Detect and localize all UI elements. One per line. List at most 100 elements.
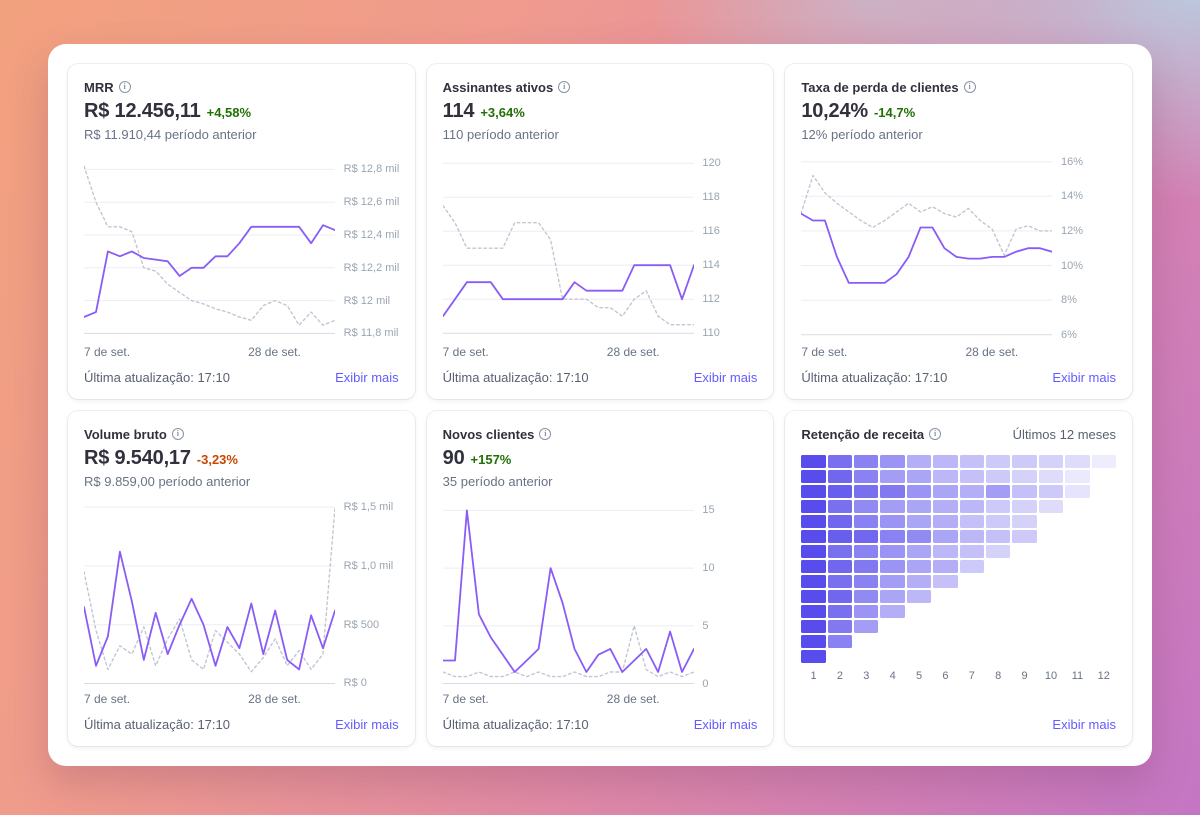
metric-delta: +157% xyxy=(470,452,512,467)
heatmap-cell xyxy=(959,560,985,573)
info-icon[interactable] xyxy=(171,428,184,440)
heatmap-cell xyxy=(801,485,826,498)
card-footer: Última atualização: 17:10 Exibir mais xyxy=(84,361,399,385)
card-title: Taxa de perda de clientes xyxy=(801,79,959,95)
heatmap-cell xyxy=(1038,470,1064,483)
metric-value: 10,24% xyxy=(801,100,868,122)
heatmap-cell xyxy=(933,455,958,468)
y-tick-label: 5 xyxy=(702,619,709,632)
series-previous-period xyxy=(84,165,335,326)
heatmap-cell xyxy=(1091,455,1116,468)
info-icon[interactable] xyxy=(118,81,131,93)
heatmap-cell xyxy=(801,515,826,528)
card-footer: Última atualização: 17:10 Exibir mais xyxy=(443,708,758,732)
x-axis-labels: 7 de set. 28 de set. xyxy=(84,692,335,708)
value-row: 90 +157% xyxy=(443,447,758,471)
heatmap-cell xyxy=(854,575,879,588)
heatmap-cell xyxy=(1012,500,1037,513)
y-tick-label: 114 xyxy=(702,259,720,272)
heatmap-cell xyxy=(827,545,853,558)
info-icon[interactable] xyxy=(929,428,942,440)
x-axis-labels: 7 de set. 28 de set. xyxy=(443,345,694,361)
y-axis: 120 118 116 114 112 110 xyxy=(693,153,757,340)
chart-svg xyxy=(84,506,335,684)
heatmap-cell xyxy=(801,620,826,633)
series-current-period xyxy=(801,212,1053,284)
y-tick-label: 6% xyxy=(1060,328,1077,341)
metric-card-new-customers: Novos clientes 90 +157% 35 período anter… xyxy=(426,411,774,746)
metric-card-churn-rate: Taxa de perda de clientes 10,24% -14,7% … xyxy=(785,64,1132,399)
y-tick-label: R$ 0 xyxy=(343,677,367,690)
heatmap-cell xyxy=(906,545,932,558)
info-icon[interactable] xyxy=(539,428,552,440)
x-tick-start: 7 de set. xyxy=(442,345,489,359)
heatmap-row xyxy=(801,620,1116,633)
heatmap-cell xyxy=(1038,485,1064,498)
show-more-link[interactable]: Exibir mais xyxy=(693,717,758,732)
chart-svg xyxy=(442,162,694,334)
show-more-link[interactable]: Exibir mais xyxy=(335,370,399,385)
heatmap-cell xyxy=(906,470,932,483)
previous-period-value: 110 período anterior xyxy=(442,127,559,142)
heatmap-cell xyxy=(1065,470,1090,483)
metric-value: 114 xyxy=(442,100,475,122)
info-icon[interactable] xyxy=(558,81,571,93)
heatmap-row xyxy=(801,485,1116,498)
heatmap-cell xyxy=(1012,470,1037,483)
heatmap-cell xyxy=(906,560,932,573)
heatmap-cell xyxy=(801,590,826,603)
last-updated: Última atualização: 17:10 xyxy=(84,370,230,385)
show-more-link[interactable]: Exibir mais xyxy=(335,717,399,732)
chart-area: 16% 14% 12% 10% 8% 6% xyxy=(801,153,1116,341)
month-tick-label: 2 xyxy=(836,670,843,682)
heatmap-cell xyxy=(880,605,905,618)
heatmap-cell xyxy=(986,515,1011,528)
x-tick-end: 28 de set. xyxy=(606,692,660,706)
value-row: R$ 9.540,17 -3,23% xyxy=(84,447,399,471)
heatmap-cell xyxy=(854,560,879,573)
x-tick-start: 7 de set. xyxy=(442,692,489,706)
month-tick-label: 7 xyxy=(968,670,975,682)
card-header: Assinantes ativos xyxy=(443,78,758,96)
y-tick-label: 16% xyxy=(1060,155,1084,168)
card-footer: Exibir mais xyxy=(801,708,1116,732)
heatmap-cell xyxy=(827,635,853,648)
card-title: Retenção de receita xyxy=(801,426,925,442)
heatmap-cell xyxy=(1065,455,1090,468)
heatmap-cell xyxy=(880,530,905,543)
y-axis: 15 10 5 0 xyxy=(693,500,757,690)
heatmap-cell xyxy=(933,530,958,543)
metric-card-gross-volume: Volume bruto R$ 9.540,17 -3,23% R$ 9.859… xyxy=(68,411,415,746)
show-more-link[interactable]: Exibir mais xyxy=(1052,717,1116,732)
month-tick-label: 10 xyxy=(1044,670,1058,682)
heatmap-cell xyxy=(854,455,879,468)
line-chart xyxy=(442,153,694,340)
card-header: Volume bruto xyxy=(84,425,399,443)
y-tick-label: 12% xyxy=(1060,224,1084,237)
card-header: Taxa de perda de clientes xyxy=(801,78,1116,96)
show-more-link[interactable]: Exibir mais xyxy=(1052,370,1116,385)
heatmap-cell xyxy=(801,575,826,588)
heatmap-cell xyxy=(827,470,853,483)
heatmap-cell xyxy=(827,455,853,468)
x-axis-labels: 7 de set. 28 de set. xyxy=(84,345,335,361)
show-more-link[interactable]: Exibir mais xyxy=(693,370,758,385)
y-tick-label: R$ 12,6 mil xyxy=(343,196,400,209)
y-tick-label: 0 xyxy=(702,677,709,690)
heatmap-cell xyxy=(986,545,1011,558)
heatmap-cell xyxy=(827,485,853,498)
month-tick-label: 4 xyxy=(889,670,896,682)
heatmap-cell xyxy=(854,470,879,483)
y-axis: 16% 14% 12% 10% 8% 6% xyxy=(1052,153,1116,341)
series-previous-period xyxy=(442,205,694,326)
series-previous-period xyxy=(84,506,335,673)
previous-period-value: R$ 11.910,44 período anterior xyxy=(84,127,257,142)
info-icon[interactable] xyxy=(963,81,976,93)
line-chart xyxy=(442,500,694,687)
card-header: Retenção de receita Últimos 12 meses xyxy=(801,425,1116,443)
heatmap-cell xyxy=(801,605,826,618)
month-tick-label: 8 xyxy=(995,670,1002,682)
heatmap-row xyxy=(801,575,1116,588)
heatmap-cell xyxy=(959,485,985,498)
